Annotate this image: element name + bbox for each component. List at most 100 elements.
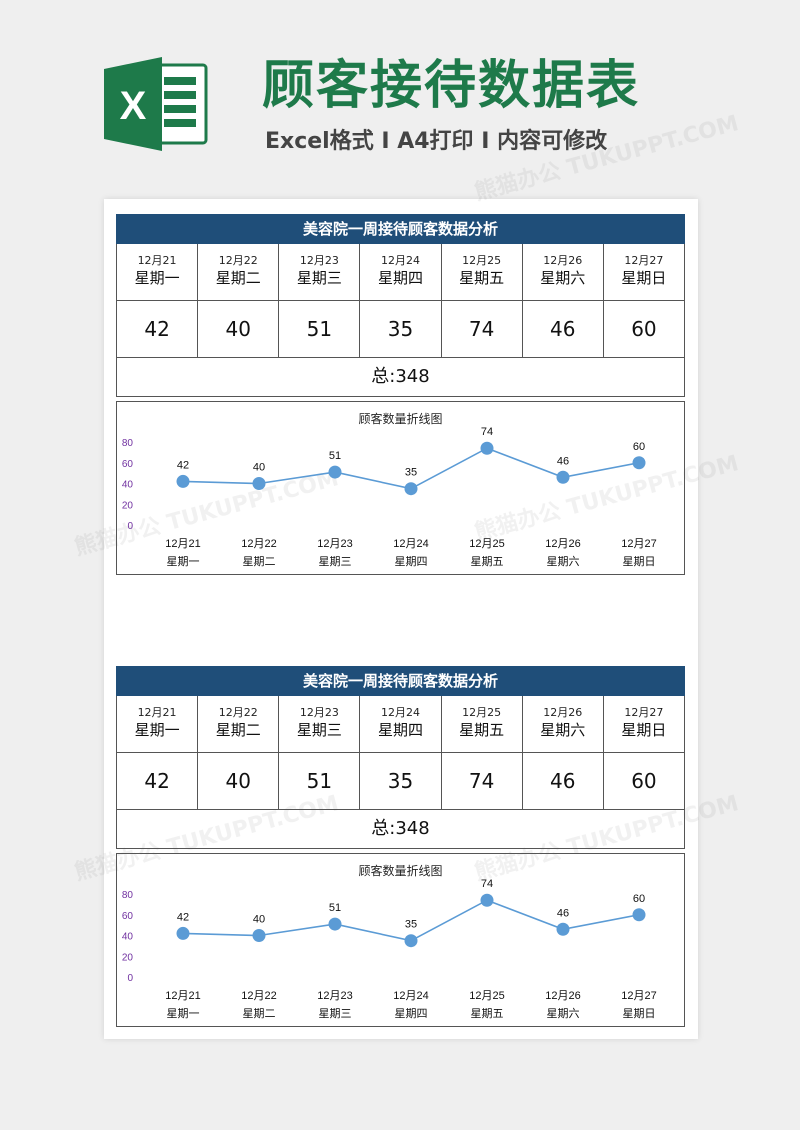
- date-label: 12月26: [543, 254, 583, 267]
- data-point: [632, 908, 646, 922]
- data-label: 51: [329, 902, 341, 914]
- y-tick-label: 80: [122, 438, 134, 449]
- x-tick-label: 12月25: [469, 538, 504, 550]
- day-cell: 12月23 星期三: [279, 696, 361, 752]
- data-point: [404, 934, 418, 948]
- y-tick-label: 60: [122, 911, 134, 922]
- day-cell: 12月25 星期五: [442, 244, 523, 300]
- value-cell: 51: [279, 753, 361, 809]
- day-cell: 12月24 星期四: [360, 244, 442, 300]
- data-label: 46: [557, 907, 569, 919]
- weekday-label: 星期六: [540, 269, 586, 287]
- value-cell: 74: [442, 753, 523, 809]
- x-tick-sublabel: 星期五: [471, 555, 504, 568]
- total-cell: 总:348: [116, 810, 685, 849]
- data-point: [556, 922, 570, 936]
- value-cell: 51: [279, 301, 361, 357]
- data-label: 40: [253, 914, 265, 926]
- y-tick-label: 0: [127, 521, 133, 532]
- page-title: 顾客接待数据表: [262, 56, 641, 116]
- day-cell: 12月27 星期日: [604, 696, 684, 752]
- chart-title: 顾客数量折线图: [358, 864, 443, 878]
- y-tick-label: 40: [122, 932, 134, 943]
- data-label: 60: [633, 893, 645, 905]
- weekday-label: 星期四: [377, 269, 423, 287]
- x-tick-sublabel: 星期六: [547, 1007, 580, 1020]
- excel-logo-letter: X: [120, 84, 147, 128]
- chart-title: 顾客数量折线图: [358, 412, 443, 426]
- x-tick-label: 12月27: [621, 538, 656, 550]
- y-tick-label: 80: [122, 890, 134, 901]
- data-point: [252, 477, 266, 490]
- y-tick-label: 60: [122, 459, 134, 470]
- x-tick-sublabel: 星期二: [243, 555, 276, 568]
- data-label: 42: [177, 911, 189, 923]
- value-cell: 46: [523, 301, 604, 357]
- y-tick-label: 40: [122, 480, 134, 491]
- value-cell: 74: [442, 301, 523, 357]
- value-cell: 60: [631, 317, 657, 341]
- data-point: [404, 482, 418, 496]
- value-cell: 42: [117, 753, 199, 809]
- data-block: 美容院一周接待顾客数据分析 12月21 星期一 12月22 星期二 12月23 星期三…: [116, 214, 685, 576]
- x-tick-label: 12月24: [393, 990, 428, 1002]
- y-tick-label: 20: [122, 500, 134, 511]
- data-label: 60: [633, 441, 645, 453]
- date-label: 12月24: [380, 254, 420, 267]
- data-point: [176, 474, 190, 488]
- day-cell: 12月22 星期二: [198, 244, 280, 300]
- x-tick-label: 12月21: [165, 990, 200, 1002]
- data-label: 74: [481, 878, 493, 890]
- date-label: 12月21: [137, 254, 177, 267]
- data-point: [632, 456, 646, 470]
- x-tick-sublabel: 星期三: [319, 555, 352, 568]
- document-sheet: [104, 199, 698, 1039]
- weekday-row: 12月21 星期一 12月22 星期二 12月23 星期三 12月24 星期四 12月2…: [116, 696, 685, 753]
- weekday-label: 星期三: [296, 269, 342, 287]
- data-point: [480, 441, 494, 455]
- day-cell: 12月24 星期四: [360, 696, 442, 752]
- line-chart: 顾客数量折线图 0 20 40 60 80 42 40 51 35 74 46 60 12月21 星期一 1…: [116, 401, 685, 575]
- value-cell: 35: [360, 301, 442, 357]
- chart-svg: 0 20 40 60 80 42 40 51 35 74 46 60 12月21 星期一 12月22 星期二 1…: [122, 878, 657, 1020]
- x-tick-sublabel: 星期五: [471, 1007, 504, 1020]
- x-tick-sublabel: 星期六: [547, 555, 580, 568]
- day-cell: 12月23 星期三: [279, 244, 361, 300]
- value-cell: 40: [198, 753, 280, 809]
- date-label: 12月21: [137, 706, 177, 719]
- data-label: 35: [405, 919, 417, 931]
- weekday-label: 星期五: [459, 721, 505, 739]
- y-tick-label: 0: [127, 973, 133, 984]
- weekday-label: 星期一: [134, 269, 180, 287]
- date-label: 12月25: [462, 706, 502, 719]
- x-tick-label: 12月26: [545, 538, 580, 550]
- day-cell: 12月26 星期六: [523, 696, 604, 752]
- data-label: 46: [557, 455, 569, 467]
- weekday-label: 星期三: [296, 721, 342, 739]
- date-label: 12月27: [624, 706, 664, 719]
- data-label: 42: [177, 459, 189, 471]
- line-chart: 顾客数量折线图 0 20 40 60 80 42 40 51 35 74 46 60 12月21 星期一 1…: [116, 853, 685, 1027]
- day-cell: 12月27 星期日: [604, 244, 684, 300]
- x-tick-sublabel: 星期日: [623, 1007, 656, 1020]
- data-label: 51: [329, 450, 341, 462]
- weekday-label: 星期六: [540, 721, 586, 739]
- x-tick-sublabel: 星期二: [243, 1007, 276, 1020]
- value-cell: 42: [117, 301, 199, 357]
- value-row: 42 40 51 35 74 46 60: [116, 753, 685, 810]
- date-label: 12月22: [218, 706, 258, 719]
- page-subtitle: Excel格式 I A4打印 I 内容可修改: [265, 129, 608, 154]
- date-label: 12月23: [299, 706, 339, 719]
- date-label: 12月26: [543, 706, 583, 719]
- weekday-label: 星期四: [377, 721, 423, 739]
- table-title: 美容院一周接待顾客数据分析: [116, 214, 685, 244]
- table-title: 美容院一周接待顾客数据分析: [116, 666, 685, 696]
- x-tick-sublabel: 星期一: [167, 555, 200, 568]
- date-label: 12月22: [218, 254, 258, 267]
- data-block: 美容院一周接待顾客数据分析 12月21 星期一 12月22 星期二 12月23 星期三…: [116, 666, 685, 1028]
- date-label: 12月24: [380, 706, 420, 719]
- data-label: 74: [481, 426, 493, 438]
- day-cell: 12月21 星期一: [117, 696, 199, 752]
- data-point: [328, 465, 342, 479]
- x-tick-sublabel: 星期四: [395, 555, 428, 568]
